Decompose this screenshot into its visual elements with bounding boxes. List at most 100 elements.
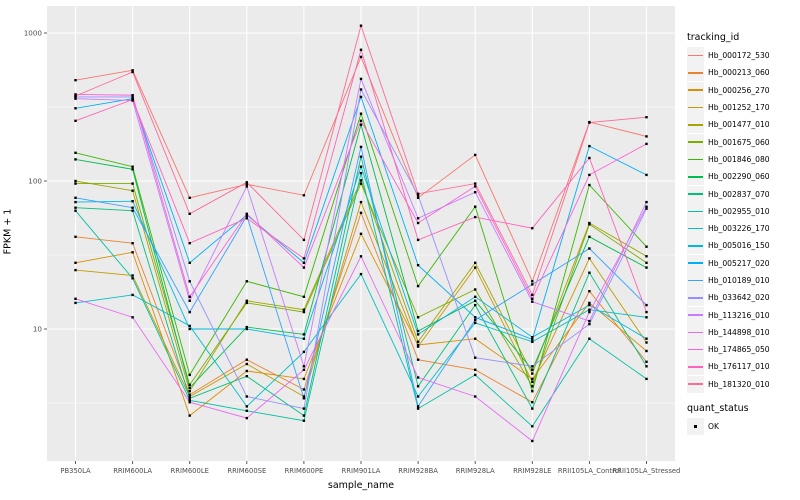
data-point <box>359 272 363 276</box>
data-point <box>645 142 648 146</box>
legend-row: Hb_001675_060 <box>687 133 799 151</box>
x-tick-label: RRIM928BA <box>398 467 438 475</box>
data-point <box>588 290 591 293</box>
data-point <box>645 341 648 344</box>
legend-key <box>687 99 704 117</box>
legend-key <box>687 81 704 99</box>
data-point <box>302 365 306 368</box>
data-point <box>188 295 191 298</box>
data-point <box>188 327 191 331</box>
data-point <box>359 48 363 51</box>
line-swatch-icon <box>688 141 703 143</box>
data-point <box>531 365 534 368</box>
data-point <box>131 316 134 319</box>
data-point <box>302 377 306 381</box>
data-point <box>131 94 134 97</box>
x-tick-label: RRII105LA_Control <box>558 467 621 475</box>
data-point <box>302 350 306 354</box>
legend-label: Hb_000256_270 <box>708 85 770 95</box>
data-point <box>245 369 248 373</box>
data-point <box>588 322 591 326</box>
data-point <box>474 303 477 307</box>
legend-label: Hb_176117_010 <box>708 362 770 372</box>
data-point <box>416 284 420 288</box>
data-point <box>188 414 191 417</box>
data-point <box>245 358 248 361</box>
data-point <box>245 214 248 218</box>
data-point <box>245 217 248 220</box>
legend-row: Hb_002290_060 <box>687 168 799 186</box>
data-point <box>188 397 191 400</box>
legend-row: Hb_001477_010 <box>687 116 799 134</box>
data-point <box>131 242 134 245</box>
data-point <box>245 183 248 186</box>
line-swatch-icon <box>688 314 703 316</box>
quant-status-title: quant_status <box>687 402 749 414</box>
data-point <box>474 316 477 319</box>
legend-row: Hb_000172_530 <box>687 47 799 65</box>
legend-key <box>687 220 704 238</box>
data-point <box>645 349 648 353</box>
legend-label: Hb_000213_060 <box>708 68 770 78</box>
legend-label: Hb_174865_050 <box>708 345 770 355</box>
data-point <box>245 409 248 412</box>
data-point <box>359 88 363 91</box>
data-point <box>359 95 363 99</box>
legend-row: Hb_176117_010 <box>687 358 799 376</box>
x-tick-label: RRIM600SE <box>227 467 266 475</box>
data-point <box>359 119 363 122</box>
data-point <box>245 301 248 305</box>
x-tick-label: RRIM928LA <box>456 467 495 475</box>
legend-key <box>687 64 704 82</box>
data-point <box>474 356 477 359</box>
data-point <box>588 223 591 226</box>
x-tick-label: RRIM928LE <box>513 467 551 475</box>
data-point <box>302 257 306 260</box>
data-point <box>531 227 534 230</box>
data-point <box>131 70 134 74</box>
data-point <box>416 345 420 348</box>
line-swatch-icon <box>688 262 703 264</box>
legend-row: Hb_000213_060 <box>687 64 799 82</box>
legend-label: Hb_144898_010 <box>708 327 770 337</box>
quant-ok-label: OK <box>708 422 719 432</box>
data-point <box>588 156 591 160</box>
data-point <box>416 407 420 410</box>
x-tick-label: RRII105LA_Stressed <box>613 467 681 475</box>
data-point <box>416 340 420 343</box>
line-swatch-icon <box>688 158 703 161</box>
data-point <box>302 266 306 269</box>
data-point <box>245 327 248 331</box>
data-point <box>474 205 477 208</box>
x-tick-label: RRIM600LA <box>113 467 152 475</box>
data-point <box>359 182 363 185</box>
y-tick-label: 1000 <box>24 28 43 37</box>
data-point <box>588 221 591 225</box>
data-point <box>245 395 248 398</box>
x-axis-title: sample_name <box>327 480 395 491</box>
data-point <box>188 373 191 377</box>
data-point <box>302 295 306 298</box>
data-point <box>588 308 591 311</box>
legend-key <box>687 168 704 186</box>
data-point <box>531 300 534 303</box>
data-point <box>131 200 134 203</box>
data-point <box>359 155 363 158</box>
line-swatch-icon <box>688 366 703 368</box>
data-point <box>302 308 306 311</box>
data-point <box>188 401 191 404</box>
data-point <box>531 297 534 300</box>
data-point <box>588 337 591 340</box>
data-point <box>74 151 77 154</box>
data-point <box>531 385 534 388</box>
data-point <box>245 375 248 378</box>
legend-row: Hb_005016_150 <box>687 237 799 255</box>
data-point <box>416 192 420 195</box>
data-point <box>645 135 648 138</box>
line-swatch-icon <box>688 279 703 282</box>
data-point <box>188 383 191 386</box>
data-point <box>359 165 363 168</box>
data-point <box>474 153 477 157</box>
data-points <box>74 24 648 443</box>
data-point <box>588 301 591 305</box>
